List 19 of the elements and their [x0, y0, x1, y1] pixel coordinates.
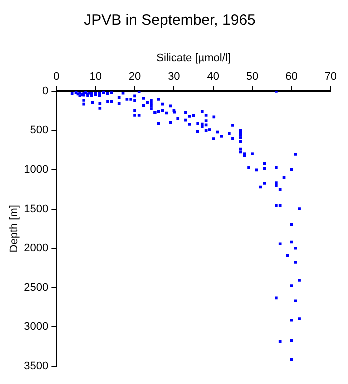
x-axis-title: Silicate [µmol/l]	[156, 52, 231, 65]
x-tick-label: 40	[207, 70, 220, 83]
x-tick-label: 0	[54, 70, 60, 83]
x-tick-label: 20	[128, 70, 142, 83]
y-tick-label: 1500	[24, 203, 49, 216]
x-tick-label: 60	[286, 70, 298, 83]
x-tick-label: 70	[324, 70, 338, 83]
y-tick-label: 2500	[24, 282, 49, 294]
y-axis-title: Depth [m]	[8, 205, 21, 253]
y-tick-label: 1000	[24, 164, 49, 176]
y-tick-label: 3000	[24, 321, 49, 334]
x-tick-label: 30	[168, 70, 180, 83]
y-tick-label: 0	[42, 85, 49, 98]
y-tick-label: 2000	[24, 242, 49, 255]
x-tick-label: 50	[246, 70, 259, 83]
y-tick-label: 3500	[24, 360, 49, 372]
y-tick-label: 500	[30, 124, 49, 137]
x-tick-label: 10	[90, 70, 102, 83]
chart-title: JPVB in September, 1965	[84, 12, 256, 30]
